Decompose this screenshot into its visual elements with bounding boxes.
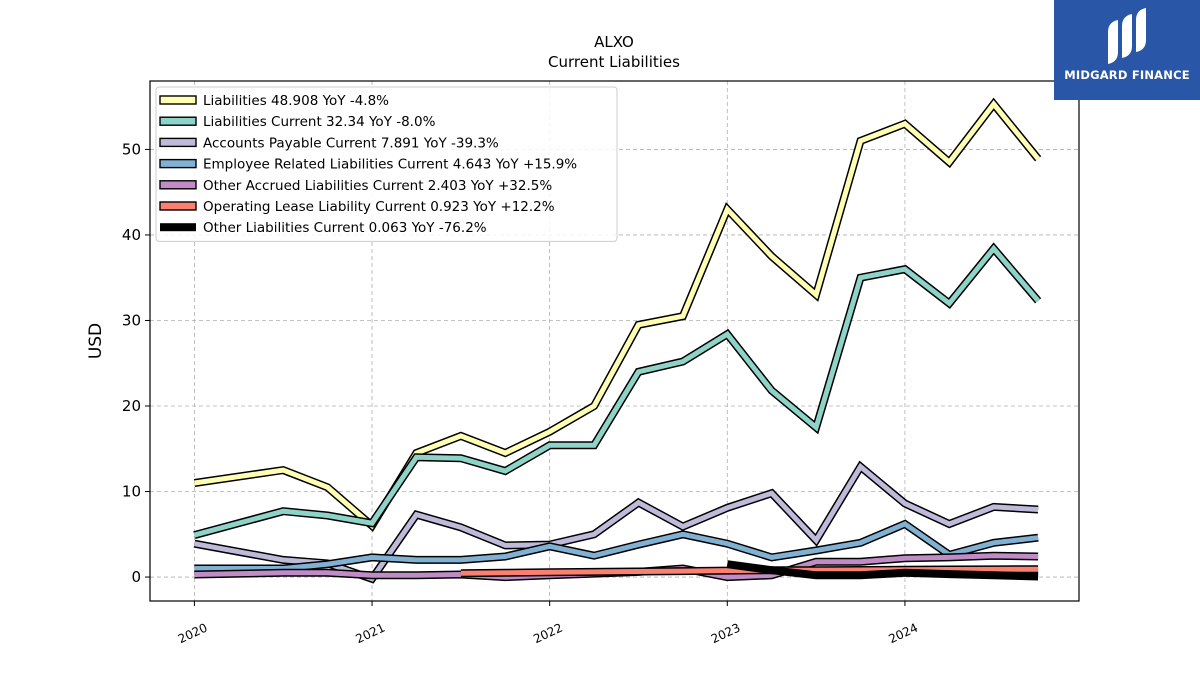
legend-swatch — [159, 201, 197, 211]
logo-text: MIDGARD FINANCE — [1064, 68, 1190, 82]
y-tick-label: 30 — [122, 311, 141, 329]
legend-swatch — [160, 223, 196, 232]
x-tick-label: 2024 — [886, 621, 920, 647]
legend-swatch — [159, 158, 197, 169]
series-line — [726, 560, 1039, 581]
y-tick-label: 20 — [122, 397, 141, 415]
y-tick-label: 0 — [131, 568, 141, 586]
legend-label: Operating Lease Liability Current 0.923 … — [203, 199, 555, 215]
series-stroke — [193, 244, 1041, 538]
y-tick-label: 40 — [122, 226, 141, 244]
legend-label: Accounts Payable Current 7.891 YoY -39.3… — [203, 135, 499, 151]
series-stroke — [194, 521, 1039, 571]
x-tick-label: 2020 — [176, 621, 210, 647]
series-lines — [193, 97, 1042, 584]
legend-label: Other Accrued Liabilities Current 2.403 … — [203, 178, 552, 194]
legend-swatch — [159, 180, 197, 190]
midgard-finance-logo: MIDGARD FINANCE — [1054, 0, 1200, 100]
logo-mark-icon — [1108, 8, 1146, 64]
legend: Liabilities 48.908 YoY -4.8% Liabilities … — [155, 86, 618, 242]
x-tick-label: 2021 — [354, 621, 388, 647]
series-line — [193, 242, 1042, 539]
legend-swatch — [159, 95, 197, 105]
legend-swatch — [159, 137, 197, 148]
legend-swatch — [159, 116, 197, 126]
series-outline — [193, 242, 1042, 539]
legend-label: Liabilities Current 32.34 YoY -8.0% — [203, 114, 436, 130]
series-line — [194, 519, 1039, 573]
x-tick-label: 2023 — [709, 621, 743, 647]
legend-label: Liabilities 48.908 YoY -4.8% — [203, 93, 389, 109]
chart-title: ALXO — [594, 33, 634, 51]
legend-label: Employee Related Liabilities Current 4.6… — [203, 157, 577, 173]
y-tick-label: 50 — [122, 140, 141, 158]
y-tick-label: 10 — [122, 483, 141, 501]
plot-frame — [149, 80, 1080, 602]
series-stroke — [726, 560, 1039, 581]
legend-box — [155, 86, 618, 242]
y-axis-label: USD — [86, 323, 106, 359]
chart-subtitle: Current Liabilities — [548, 53, 680, 71]
legend-label: Other Liabilities Current 0.063 YoY -76.… — [203, 220, 487, 236]
x-tick-label: 2022 — [531, 621, 565, 647]
